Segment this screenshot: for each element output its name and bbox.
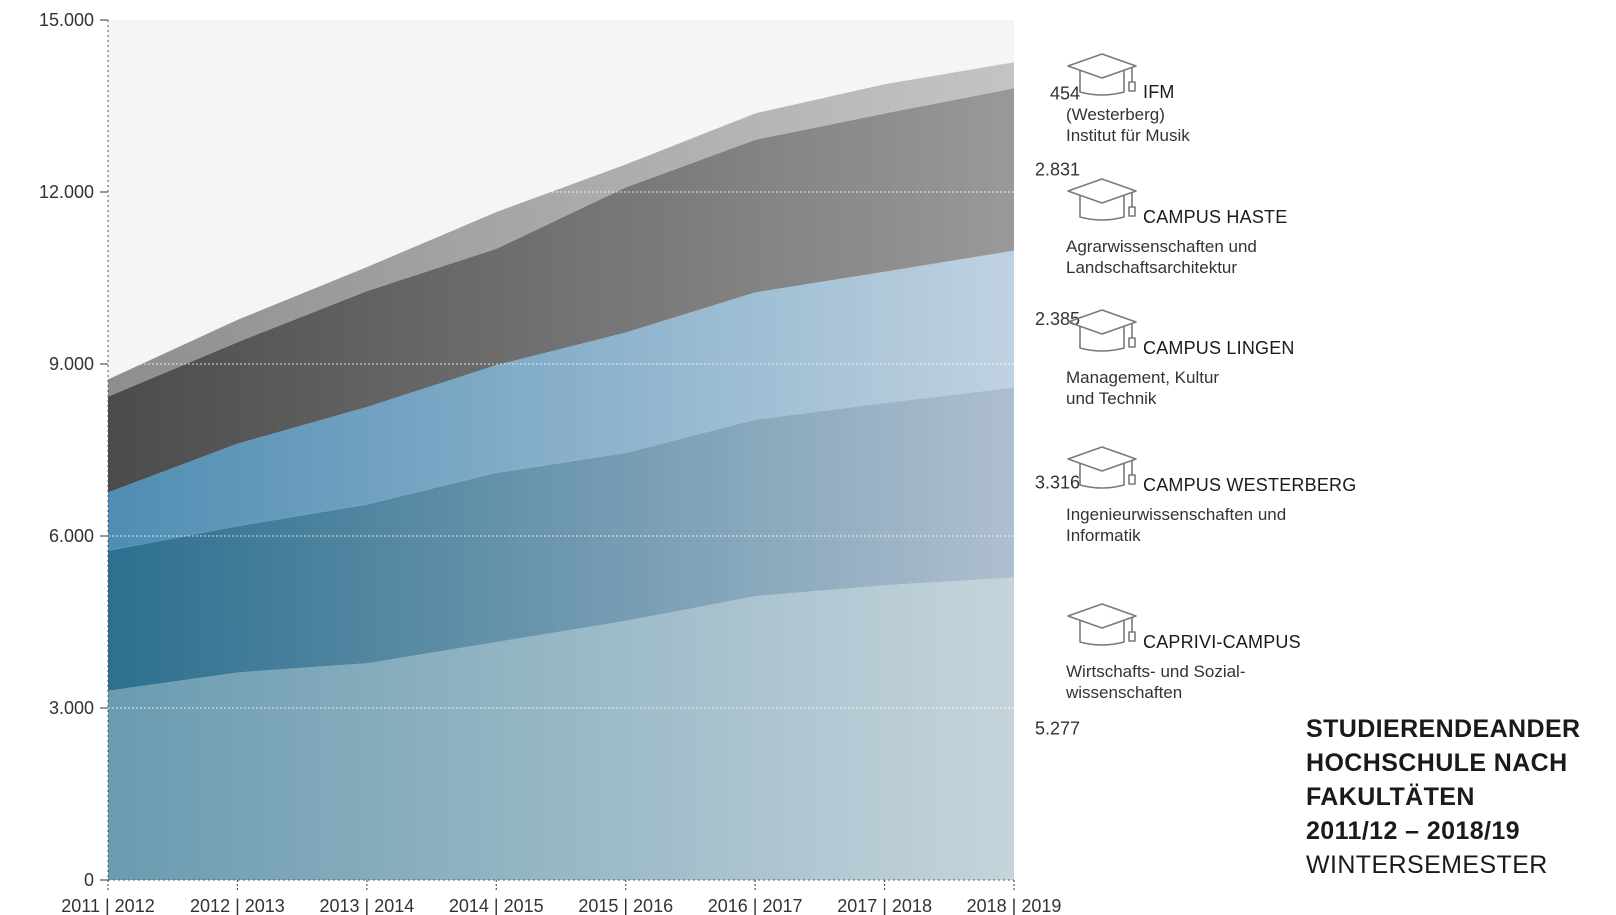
legend-desc-caprivi-campus: Wirtschafts- und Sozial- wissenschaften — [1066, 662, 1246, 702]
legend-desc-campus-lingen: Management, Kultur und Technik — [1066, 368, 1220, 408]
y-tick-label: 6.000 — [49, 526, 94, 546]
graduation-cap-icon — [1067, 178, 1137, 221]
area-ifm — [108, 62, 1014, 397]
y-tick-label: 3.000 — [49, 698, 94, 718]
x-tick-label: 2014 | 2015 — [449, 896, 544, 915]
y-tick-label: 0 — [84, 870, 94, 890]
title-line-2: HOCHSCHULE NACH — [1306, 749, 1568, 777]
end-value-labels: 454 2.831 2.385 3.316 5.277 — [1035, 83, 1080, 738]
legend-label-campus-westerberg: CAMPUS WESTERBERG — [1143, 475, 1357, 495]
legend-desc-campus-haste: Agrarwissenschaften und Landschaftsarchi… — [1066, 237, 1257, 277]
title-line-4: 2011/12 – 2018/19 — [1306, 817, 1520, 845]
end-value-label: 3.316 — [1035, 472, 1080, 492]
area-campus-westerberg — [108, 387, 1014, 691]
area-campus-lingen — [108, 250, 1014, 551]
title-line-3: FAKULTÄTEN — [1306, 783, 1475, 811]
title-line-1: STUDIERENDEANDER — [1306, 715, 1581, 743]
x-tick-label: 2015 | 2016 — [578, 896, 673, 915]
legend-label-campus-lingen: CAMPUS LINGEN — [1143, 338, 1295, 358]
end-value-label: 2.385 — [1035, 309, 1080, 329]
legend-desc-campus-westerberg: Ingenieurwissenschaften und Informatik — [1066, 505, 1287, 545]
gridlines — [108, 191, 1014, 709]
area-caprivi-campus — [108, 577, 1014, 880]
legend-label-ifm: IFM — [1143, 82, 1175, 102]
x-tick-label: 2017 | 2018 — [837, 896, 932, 915]
end-value-label: 2.831 — [1035, 159, 1080, 179]
chart-title: STUDIERENDEANDER HOCHSCHULE NACH FAKULTÄ… — [1306, 712, 1606, 882]
area-layers — [108, 62, 1014, 880]
end-value-label: 454 — [1050, 83, 1080, 103]
title-line-5: WINTERSEMESTER — [1306, 851, 1548, 879]
graduation-cap-icon — [1067, 53, 1137, 96]
graduation-cap-icon — [1067, 446, 1137, 489]
y-tick-label: 9.000 — [49, 354, 94, 374]
area-campus-haste — [108, 88, 1014, 493]
x-tick-label: 2018 | 2019 — [967, 896, 1062, 915]
x-tick-label: 2016 | 2017 — [708, 896, 803, 915]
y-tick-label: 12.000 — [39, 182, 94, 202]
y-tick-label: 15.000 — [39, 10, 94, 30]
x-tick-label: 2011 | 2012 — [61, 896, 154, 915]
axes: 0 3.000 6.000 9.000 12.000 15.000 2011 | 2012 2… — [39, 10, 1061, 915]
x-tick-label: 2012 | 2013 — [190, 896, 285, 915]
x-tick-label: 2013 | 2014 — [319, 896, 414, 915]
legend-label-campus-haste: CAMPUS HASTE — [1143, 207, 1288, 227]
legend-desc-ifm: (Westerberg) Institut für Musik — [1066, 105, 1190, 145]
legend-label-caprivi-campus: CAPRIVI-CAMPUS — [1143, 632, 1301, 652]
end-value-label: 5.277 — [1035, 719, 1080, 739]
graduation-cap-icon — [1067, 603, 1137, 646]
graduation-cap-icon — [1067, 309, 1137, 352]
